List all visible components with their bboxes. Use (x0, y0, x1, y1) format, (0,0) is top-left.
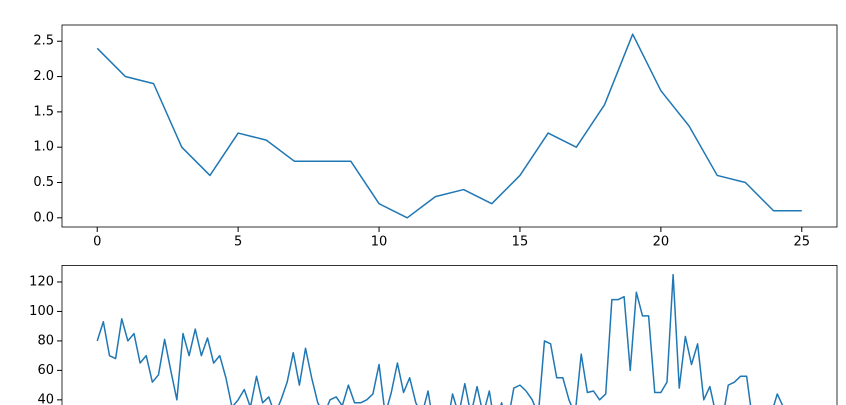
subplot: 0.0 0.5 1.0 1.5 2.0 2.5 0 5 10 15 20 25 (33, 24, 838, 250)
y-tick-label: 2.5 (33, 34, 54, 49)
x-tick-label: 25 (793, 235, 810, 250)
axes-frame (61, 264, 838, 405)
y-tick-label: 2.0 (33, 69, 54, 84)
x-tick-label: 0 (93, 235, 101, 250)
subplot: 40 60 80 100 120 (29, 264, 838, 405)
x-tick-label: 20 (653, 235, 670, 250)
y-tick-label: 120 (29, 274, 54, 289)
y-tick-label: 60 (37, 363, 54, 378)
y-tick-label: 40 (37, 392, 54, 405)
x-tick-label: 10 (371, 235, 388, 250)
axes-frame (61, 24, 838, 228)
line-series (96, 33, 802, 219)
y-tick-label: 0.0 (33, 210, 54, 225)
y-tick-label: 1.5 (33, 104, 54, 119)
y-tick-label: 80 (37, 333, 54, 348)
line-series (96, 273, 784, 405)
y-tick-label: 100 (29, 304, 54, 319)
x-tick-label: 15 (512, 235, 529, 250)
x-tick-label: 5 (234, 235, 242, 250)
y-tick-label: 1.0 (33, 140, 54, 155)
y-tick-label: 0.5 (33, 175, 54, 190)
